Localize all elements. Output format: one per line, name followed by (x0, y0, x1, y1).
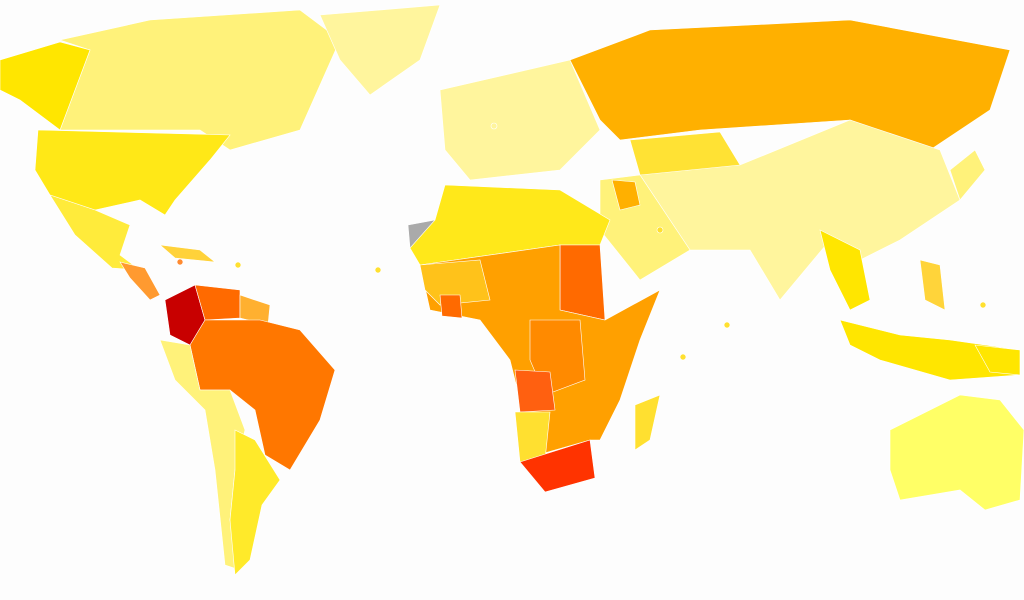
island (679, 353, 687, 361)
new-guinea (974, 344, 1021, 376)
usa (34, 129, 231, 216)
mexico (49, 194, 141, 271)
argentina (229, 429, 281, 576)
alaska (0, 41, 91, 131)
sudan (559, 244, 606, 321)
iraq (611, 179, 641, 211)
island (176, 258, 184, 266)
canada (58, 9, 341, 151)
island (374, 266, 382, 274)
island (656, 226, 664, 234)
philippines (919, 259, 946, 311)
japan (949, 149, 986, 201)
angola (514, 369, 556, 413)
ivory-coast (439, 294, 463, 319)
south-africa (519, 439, 596, 493)
caribbean (159, 244, 216, 263)
australia (889, 394, 1024, 511)
island (979, 301, 987, 309)
greenland (319, 4, 441, 96)
asia (639, 119, 961, 301)
west-africa (419, 259, 491, 306)
central-america (119, 261, 161, 301)
madagascar (634, 394, 661, 451)
island (723, 321, 731, 329)
island (234, 261, 242, 269)
southeast-asia (819, 229, 871, 311)
island (490, 122, 498, 130)
